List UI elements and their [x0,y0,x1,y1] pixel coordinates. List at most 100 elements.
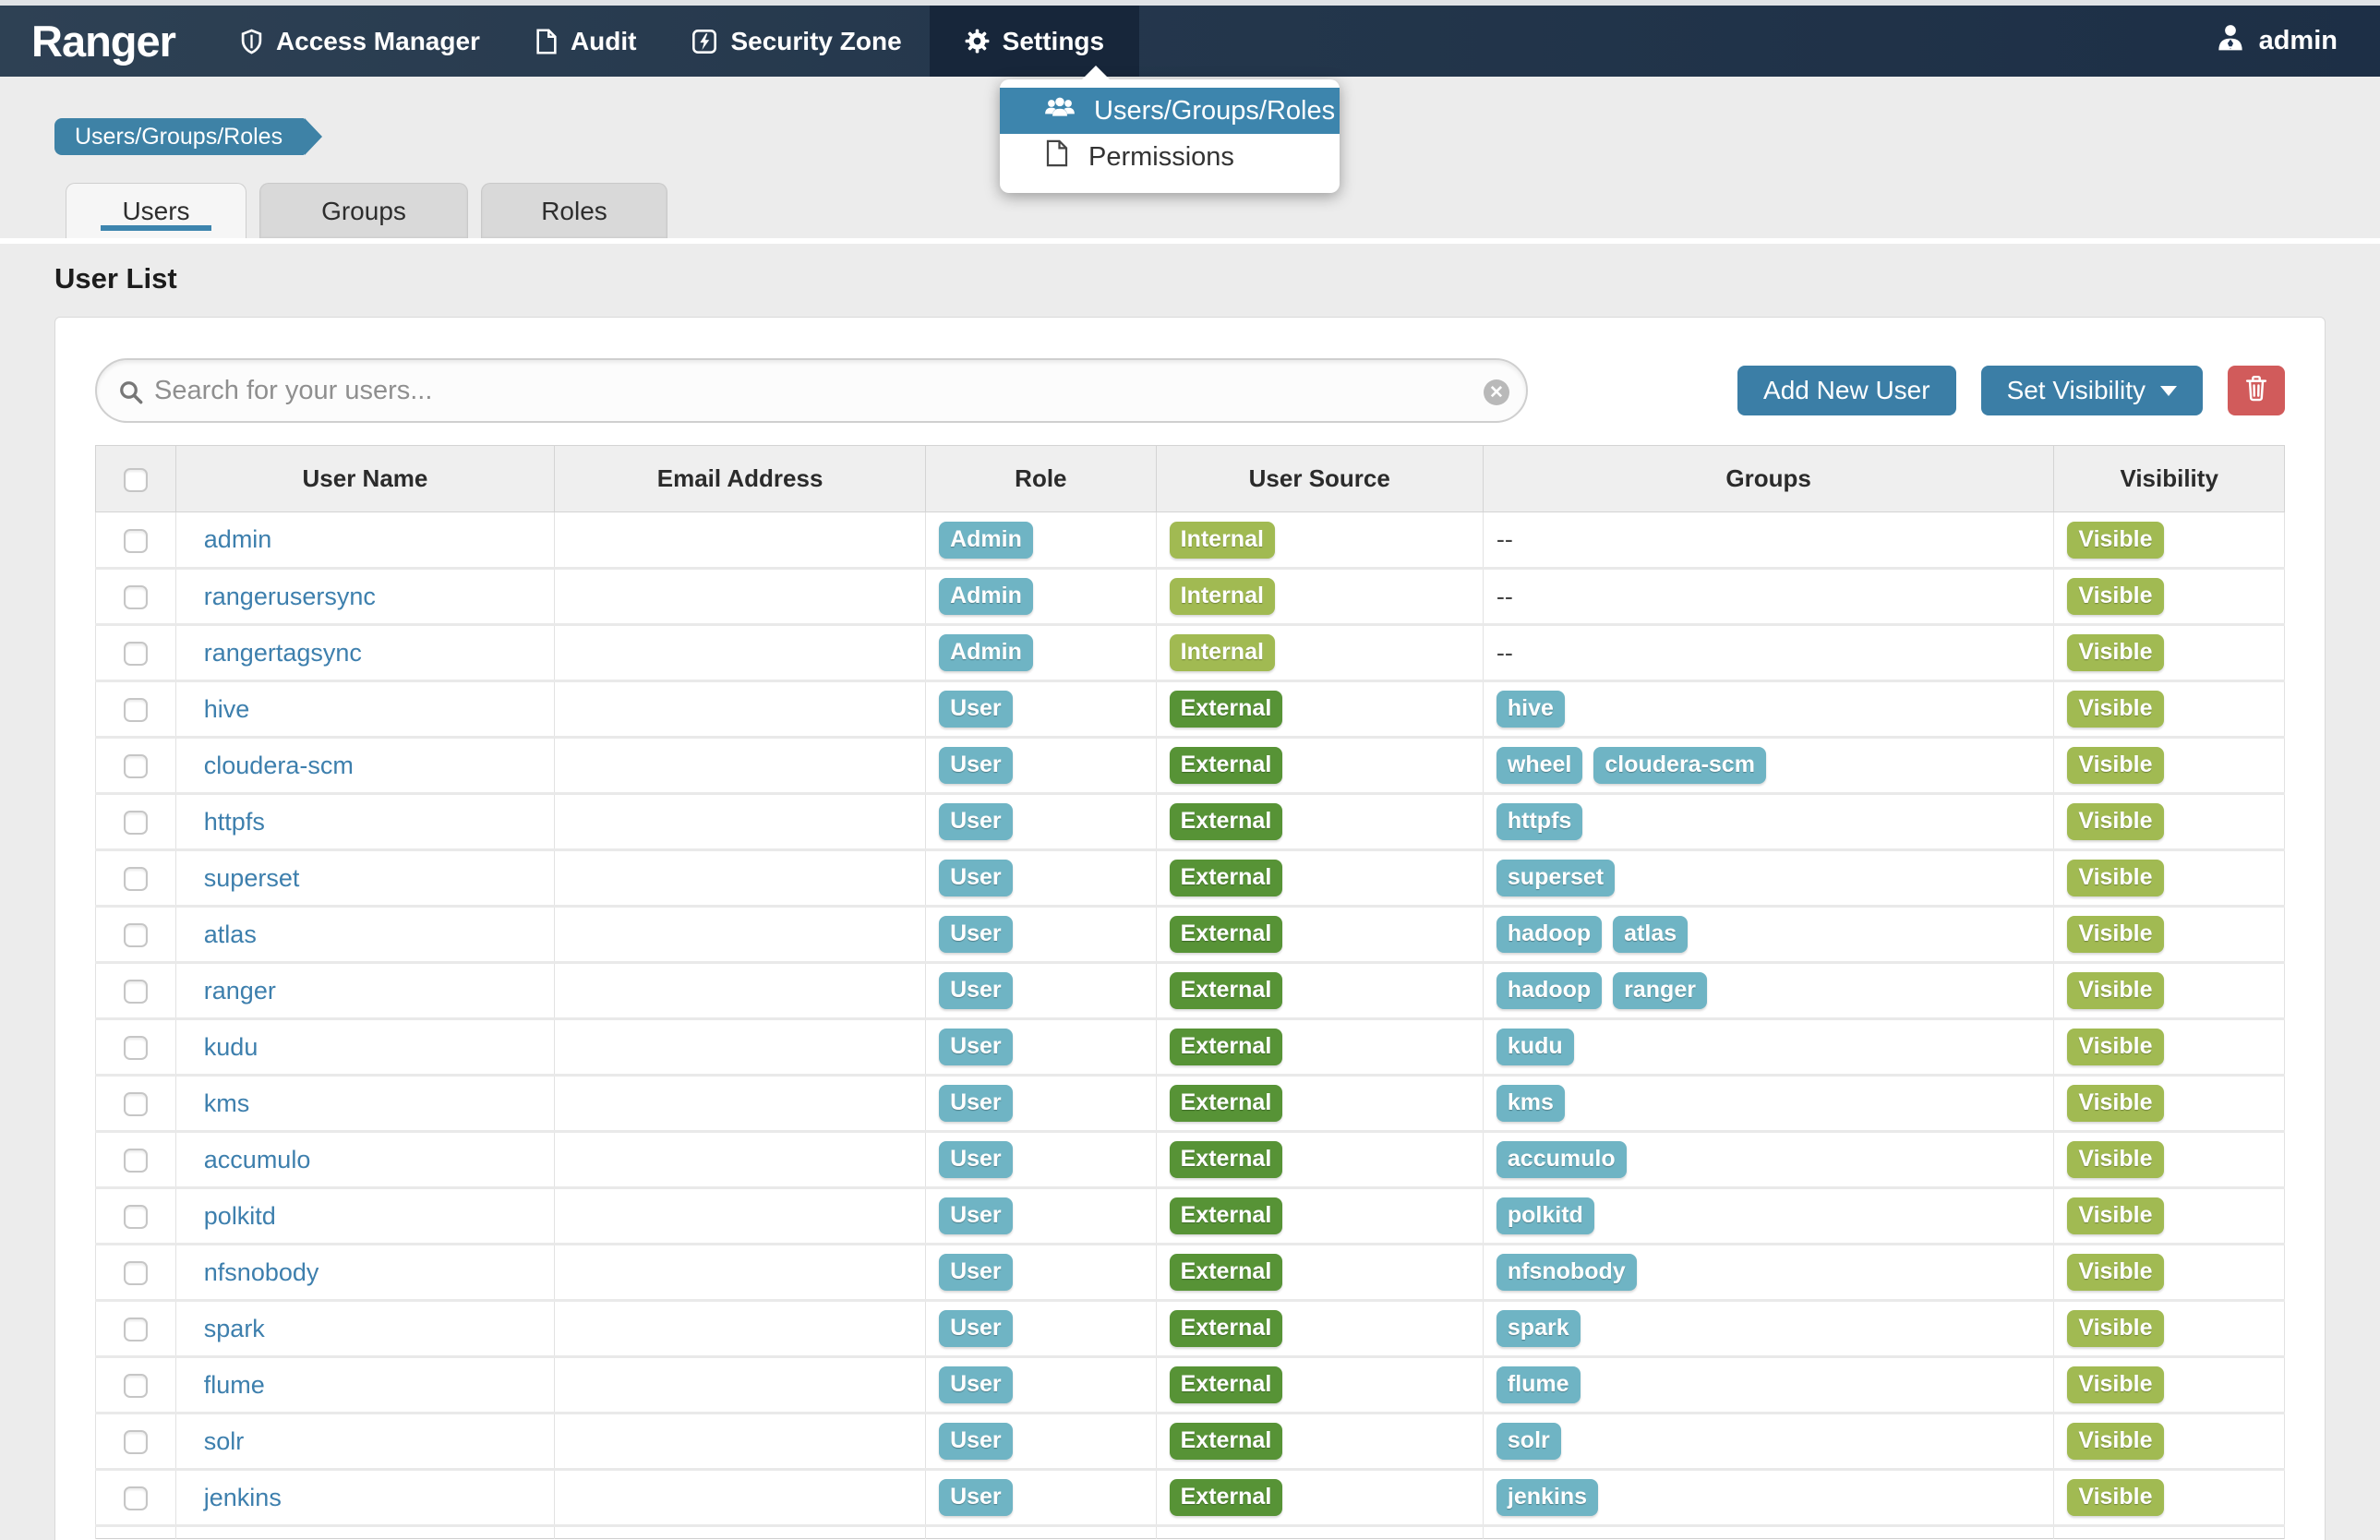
user-table-header: User Name Email Address Role User Source… [95,445,2285,512]
search-clear-icon[interactable]: ✕ [1484,379,1509,405]
dropdown-item-permissions[interactable]: Permissions [1000,134,1340,180]
table-row: admin Admin Internal -- Visible [95,511,2285,570]
user-name-cell: ranger [174,962,556,1020]
table-row: kms User External kms Visible [95,1075,2285,1133]
row-checkbox[interactable] [123,1317,148,1342]
user-name-link[interactable]: rangertagsync [203,638,362,667]
row-checkbox[interactable] [123,980,148,1005]
user-name-cell: nfsnobody [174,1244,556,1302]
tab-users[interactable]: Users [66,183,246,238]
nav-item-access-manager[interactable]: Access Manager [212,6,508,77]
group-badge: httpfs [1496,803,1583,840]
user-name-link[interactable]: accumulo [203,1145,311,1173]
email-cell [554,1413,927,1471]
user-name-link[interactable]: hive [203,694,250,723]
delete-users-button[interactable] [2228,366,2285,415]
row-checkbox[interactable] [123,642,148,667]
user-source-badge: Internal [1169,578,1275,615]
dropdown-item-users-groups-roles[interactable]: Users/Groups/Roles [1000,88,1340,134]
visibility-cell: Visible [2053,1018,2285,1077]
tab-label: Roles [541,196,607,225]
col-header-user-name: User Name [174,445,556,512]
visibility-badge: Visible [2067,972,2164,1009]
select-all-checkbox[interactable] [123,468,148,493]
row-checkbox[interactable] [123,1149,148,1173]
visibility-badge: Visible [2067,916,2164,953]
row-checkbox[interactable] [123,1486,148,1511]
user-name-link[interactable]: admin [203,525,272,553]
dropdown-item-label: Permissions [1088,141,1234,172]
row-checkbox[interactable] [123,867,148,892]
user-name-link[interactable]: cloudera-scm [203,751,354,779]
row-checkbox[interactable] [123,1092,148,1117]
user-name-link[interactable]: httpfs [203,807,265,836]
user-name-link[interactable]: polkitd [203,1201,276,1230]
add-new-user-button[interactable]: Add New User [1737,366,1956,415]
row-checkbox[interactable] [123,1374,148,1399]
row-checkbox[interactable] [123,585,148,610]
row-checkbox[interactable] [123,1036,148,1061]
tab-groups[interactable]: Groups [259,183,468,238]
row-checkbox[interactable] [123,1261,148,1286]
user-source-badge: External [1169,1254,1283,1291]
user-name-link[interactable]: atlas [203,920,257,948]
visibility-cell: Visible [2053,1413,2285,1471]
col-header-visibility: Visibility [2053,445,2285,512]
user-name-link[interactable]: superset [203,863,300,892]
user-table-body: admin Admin Internal -- Visible rangerusersyn… [95,511,2285,1539]
row-checkbox[interactable] [123,1430,148,1455]
user-menu[interactable]: admin [2188,6,2380,77]
user-name-link[interactable]: kms [203,1089,250,1117]
row-checkbox[interactable] [123,754,148,779]
row-checkbox[interactable] [123,698,148,723]
search-input[interactable] [154,375,1467,406]
user-source-cell: External [1155,1469,1484,1527]
user-name-link[interactable]: jenkins [203,1483,282,1511]
set-visibility-button[interactable]: Set Visibility [1980,366,2203,415]
groups-cell: -- [1482,568,2055,626]
row-checkbox[interactable] [123,1205,148,1230]
nav-item-security-zone[interactable]: Security Zone [664,6,929,77]
email-cell [554,962,927,1020]
row-checkbox[interactable] [123,811,148,836]
role-badge: User [939,1254,1013,1291]
groups-cell: hadoop atlas [1482,906,2055,964]
visibility-badge: Visible [2067,1310,2164,1347]
nav-item-audit[interactable]: Audit [508,6,665,77]
nav-item-label: Access Manager [275,26,480,55]
role-cell: User [925,1469,1157,1527]
visibility-cell: Visible [2053,624,2285,682]
role-cell: User [925,737,1157,795]
tab-roles[interactable]: Roles [481,183,667,238]
user-name-link[interactable]: spark [203,1314,265,1342]
row-checkbox[interactable] [123,528,148,553]
user-name-link[interactable]: solr [203,1426,245,1455]
groups-cell: solr [1482,1413,2055,1471]
row-checkbox-cell [95,624,176,682]
row-checkbox-cell [95,1356,176,1414]
user-name-link[interactable]: kudu [203,1032,258,1061]
col-header-role: Role [925,445,1157,512]
user-source-badge: External [1169,1479,1283,1516]
group-badge: atlas [1613,916,1689,953]
row-checkbox-cell [95,793,176,851]
groups-cell: hadoop ranger [1482,962,2055,1020]
ranger-logo[interactable]: Ranger [31,17,176,66]
group-badge: solr [1496,1423,1561,1460]
user-name-cell: flume [174,1356,556,1414]
nav-item-settings[interactable]: Settings [929,6,1140,77]
user-source-cell: External [1155,1300,1484,1358]
row-checkbox[interactable] [123,923,148,948]
user-name-cell: jenkins [174,1469,556,1527]
table-row: cloudera-scm User External wheel cloudera-sc… [95,737,2285,795]
role-cell: Admin [925,568,1157,626]
user-source-badge: Internal [1169,521,1275,559]
user-name-link[interactable]: flume [203,1370,265,1399]
user-source-cell: External [1155,962,1484,1020]
user-name-link[interactable]: rangerusersync [203,582,376,610]
user-name-link[interactable]: ranger [203,976,276,1005]
email-cell [554,1300,927,1358]
user-name-link[interactable]: nfsnobody [203,1257,319,1286]
partial-cell [2053,1525,2285,1539]
breadcrumb[interactable]: Users/Groups/Roles [54,118,323,155]
